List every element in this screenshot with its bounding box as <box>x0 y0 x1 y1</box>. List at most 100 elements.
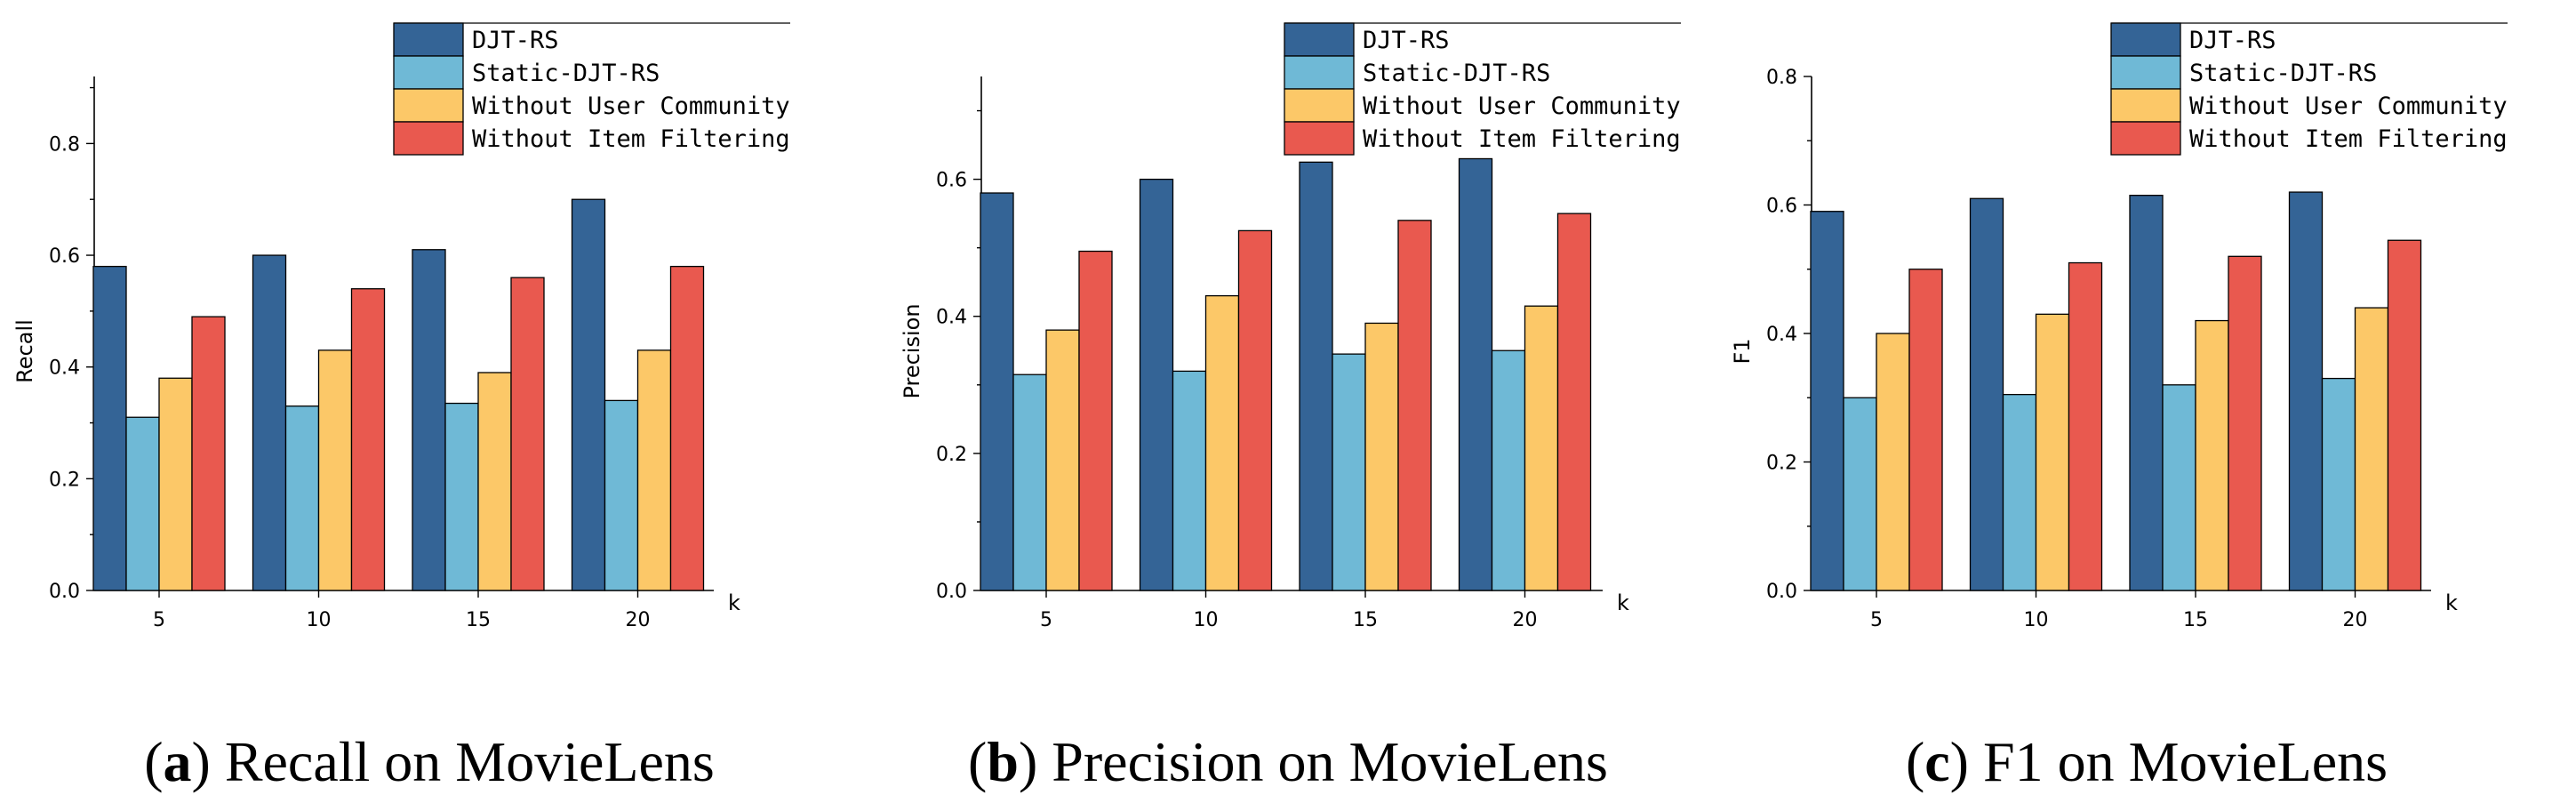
bar <box>2288 191 2324 591</box>
panel-f1: 0.0 0.2 0.4 0.6 0.8 F1 k 5 10 15 20 DJT-RS Static-DJ… <box>1717 0 2576 803</box>
y-axis-label: Recall <box>12 319 37 383</box>
caption: (c) F1 on MovieLens <box>1906 730 2388 793</box>
y-tick-label: 0.4 <box>1766 324 1797 346</box>
x-axis-label: k <box>1617 590 1629 615</box>
caption-letter: a <box>164 730 192 793</box>
bar <box>669 265 705 591</box>
legend-entry: Without Item Filtering <box>2189 125 2508 153</box>
x-tick-label: 20 <box>626 609 651 631</box>
bar <box>510 277 545 591</box>
y-tick-label: 0.0 <box>1766 581 1797 603</box>
caption-title: Recall on MovieLens <box>225 730 715 793</box>
bar <box>1843 397 1877 591</box>
legend-swatch <box>1284 22 1355 57</box>
bar <box>1556 213 1592 591</box>
x-tick-label: 20 <box>1513 609 1538 631</box>
caption-paren-close: ) <box>1950 730 1983 793</box>
bar <box>1810 211 1844 591</box>
bar <box>2354 307 2389 591</box>
caption-paren-close: ) <box>1019 730 1052 793</box>
bar <box>350 288 386 591</box>
y-tick-label: 0.2 <box>1766 453 1797 475</box>
bar <box>1078 250 1113 591</box>
y-tick-label: 0.0 <box>49 581 80 603</box>
caption-title: Precision on MovieLens <box>1052 730 1608 793</box>
bar <box>571 198 606 591</box>
legend-entry: Without Item Filtering <box>1363 125 1681 153</box>
x-tick-label: 15 <box>2183 609 2208 631</box>
recall-chart: 0.0 0.2 0.4 0.6 0.8 Recall k 5 10 15 20 DJT-RS Stati… <box>12 22 790 793</box>
y-tick-label: 0.8 <box>1766 67 1797 89</box>
legend-swatch <box>393 121 464 156</box>
bar <box>604 399 639 591</box>
bar <box>2068 261 2103 591</box>
bar <box>1012 373 1047 591</box>
legend-entry: Without User Community <box>472 92 790 120</box>
y-tick-label: 0.4 <box>936 307 967 329</box>
bar <box>2387 239 2422 591</box>
bar <box>252 254 287 591</box>
caption-letter: b <box>987 730 1019 793</box>
y-tick-label: 0.6 <box>1766 196 1797 218</box>
bar <box>444 402 479 591</box>
bar <box>2321 377 2356 591</box>
legend-swatch <box>2110 88 2181 123</box>
caption: (b) Precision on MovieLens <box>968 730 1608 793</box>
legend-entry: Static-DJT-RS <box>472 60 660 87</box>
x-axis-label: k <box>728 590 740 615</box>
x-tick-label: 5 <box>1040 609 1052 631</box>
legend-swatch <box>1284 121 1355 156</box>
bar <box>1491 349 1526 591</box>
caption-paren-open: ( <box>968 730 987 793</box>
bar <box>284 406 320 591</box>
x-tick-label: 15 <box>466 609 491 631</box>
x-tick-label: 15 <box>1353 609 1378 631</box>
bar <box>2228 255 2262 591</box>
bar <box>1139 178 1174 591</box>
bar <box>2195 319 2229 591</box>
bar <box>1524 305 1559 591</box>
precision-chart: 0.0 0.2 0.4 0.6 Precision k 5 10 15 20 DJT-RS Stati… <box>900 22 1681 793</box>
bar <box>1908 269 1943 591</box>
bar <box>1172 370 1207 591</box>
legend-swatch <box>1284 55 1355 90</box>
bar <box>317 349 353 591</box>
x-tick-label: 20 <box>2343 609 2368 631</box>
bar <box>1876 333 1910 591</box>
legend-swatch <box>2110 22 2181 57</box>
bar <box>1045 329 1080 591</box>
bar <box>1332 353 1366 591</box>
x-axis-label: k <box>2445 590 2458 615</box>
f1-chart: 0.0 0.2 0.4 0.6 0.8 F1 k 5 10 15 20 DJT-RS Static-DJ… <box>1730 22 2508 793</box>
bar <box>1299 161 1333 591</box>
bar <box>1458 157 1493 591</box>
y-tick-label: 0.2 <box>936 444 967 466</box>
legend-entry: Without User Community <box>1363 92 1681 120</box>
bar <box>1237 229 1273 591</box>
caption: (a) Recall on MovieLens <box>144 730 715 793</box>
bar <box>1364 322 1399 591</box>
panel-recall: 0.0 0.2 0.4 0.6 0.8 Recall k 5 10 15 20 DJT-RS Stati… <box>0 0 859 803</box>
x-tick-label: 10 <box>1194 609 1219 631</box>
y-tick-label: 0.8 <box>49 133 80 156</box>
bar <box>1397 220 1432 591</box>
bar <box>477 372 512 591</box>
x-tick-label: 10 <box>2024 609 2049 631</box>
bar <box>2129 195 2164 591</box>
y-axis-label: F1 <box>1730 338 1755 364</box>
bar <box>980 192 1014 591</box>
y-axis-label: Precision <box>900 303 924 398</box>
caption-letter: c <box>1924 730 1949 793</box>
legend-swatch <box>1284 88 1355 123</box>
legend-entry: Without Item Filtering <box>472 125 790 153</box>
bar <box>636 349 672 591</box>
legend-entry: Without User Community <box>2189 92 2508 120</box>
bar <box>158 377 193 591</box>
legend-swatch <box>2110 121 2181 156</box>
caption-paren-open: ( <box>144 730 163 793</box>
legend-entry: DJT-RS <box>1363 27 1450 54</box>
bar <box>412 249 446 591</box>
legend-entry: Static-DJT-RS <box>1363 60 1550 87</box>
legend-swatch <box>393 55 464 90</box>
